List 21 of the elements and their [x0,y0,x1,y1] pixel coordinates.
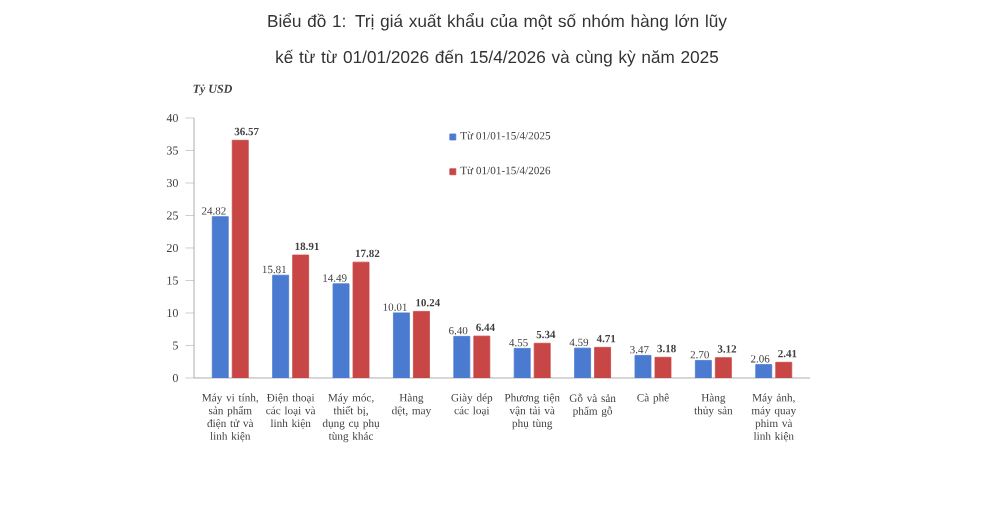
bar [775,361,793,378]
bar [513,348,531,378]
bar [352,261,370,378]
bar [694,360,712,378]
bar [453,335,471,378]
bar [332,283,350,378]
bar [574,347,591,378]
bar [413,311,430,378]
bar [634,355,652,378]
bar [473,335,491,378]
chart-title: Biểu đồ 1: Trị giá xuất khẩu của một số nhóm hàng lớn lũy kế từ từ 01/01/2026 đến 15/4/2026 và cùng kỳ năm 2025 [268,13,727,67]
bar [594,346,611,378]
bar [533,342,551,378]
bar [272,274,290,378]
bar [393,312,410,378]
bar [755,364,773,378]
bar [654,356,672,378]
bar [714,357,732,378]
bar [231,139,249,378]
bar [292,254,310,378]
bar [211,216,229,378]
